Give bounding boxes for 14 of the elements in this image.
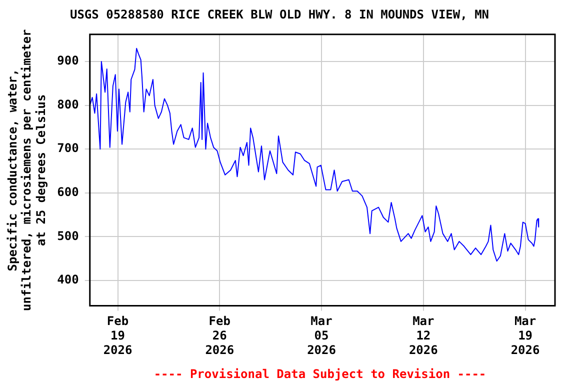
y-axis-title: Specific conductance, water, unfiltered, microsiemens per centimeter at 25 degrees Celsius (5, 29, 48, 311)
chart-title: USGS 05288580 RICE CREEK BLW OLD HWY. 8 IN MOUNDS VIEW, MN (70, 7, 490, 22)
x-tick-label: Feb 19 2026 (103, 314, 132, 357)
y-tick-label: 600 (57, 184, 79, 199)
x-tick-label: Mar 05 2026 (307, 314, 336, 357)
y-tick-label: 500 (57, 228, 79, 243)
y-tick-label: 800 (57, 97, 79, 112)
x-tick-label: Feb 26 2026 (205, 314, 234, 357)
y-tick-label: 400 (57, 272, 79, 287)
x-tick-label: Mar 19 2026 (510, 314, 540, 357)
x-tick-label: Mar 12 2026 (408, 314, 438, 357)
y-tick-label: 700 (57, 141, 79, 156)
y-tick-label: 900 (57, 54, 79, 68)
text: ---- Provisional Data Subject to Revision ---- (154, 367, 486, 382)
